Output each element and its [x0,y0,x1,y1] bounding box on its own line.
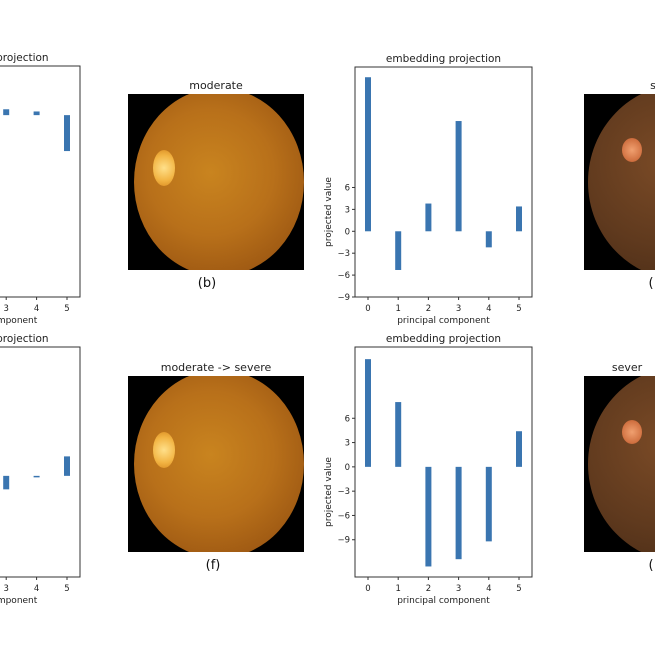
x-tick-label-5: 5 [516,304,521,314]
bar-0 [365,77,371,232]
bar-2 [425,466,432,567]
bar-1 [395,231,402,270]
bar-1 [395,402,402,467]
x-tick-label-5: 5 [64,304,69,314]
y-tick-label: 3 [345,205,350,215]
bar-3 [3,109,10,116]
x-tick-label-4: 4 [34,584,39,594]
chart-title: embedding projection [0,333,49,345]
chart-title: embedding projection [386,333,501,345]
bar-5 [64,115,70,152]
x-tick-label-4: 4 [486,304,491,314]
chart-title: embedding projection [386,53,501,65]
bar-2 [425,203,432,232]
x-tick-label-5: 5 [516,584,521,594]
y-tick-label: 3 [345,439,350,449]
y-tick-label: −6 [337,511,350,521]
y-tick-label: 6 [345,183,350,193]
x-tick-label-0: 0 [365,584,370,594]
x-tick-label-1: 1 [395,304,400,314]
x-axis-label: principal component [0,596,38,606]
bar-4 [485,231,492,248]
x-tick-label-4: 4 [34,304,39,314]
fundus-image-moderate [128,94,304,270]
fundus-image-right-bottom [584,376,655,552]
plot-frame [354,346,533,578]
caption-b: (b) [197,276,217,291]
y-tick-label: 6 [345,414,350,424]
x-tick-label-1: 1 [395,584,400,594]
bar-5 [64,456,70,476]
caption-f: (f) [205,558,221,573]
image-title-moderate: moderate [189,79,243,92]
x-tick-label-3: 3 [456,584,461,594]
x-tick-label-5: 5 [64,584,69,594]
y-tick-label: −6 [337,271,350,281]
x-tick-label-3: 3 [456,304,461,314]
fundus-image-moderate-to-severe [128,376,304,552]
bar-3 [3,475,10,490]
bar-4 [485,466,492,542]
y-tick-label: −3 [337,487,350,497]
y-tick-label: −9 [337,293,350,303]
y-tick-label: 0 [345,227,350,237]
bar-3 [455,121,462,232]
image-title-right-top: s [650,79,655,92]
bar-3 [455,466,462,560]
bar-0 [365,359,371,467]
plot-frame [354,66,533,298]
caption-right-bottom: ( [648,558,654,573]
y-tick-label: −3 [337,249,350,259]
x-tick-label-3: 3 [3,304,8,314]
x-axis-label: principal component [0,316,38,326]
x-tick-label-4: 4 [486,584,491,594]
bar-5 [516,206,522,232]
image-title-moderate-to-severe: moderate -> severe [160,361,272,374]
x-axis-label: principal component [397,316,490,326]
chart-title: embedding projection [0,52,49,64]
image-title-right-bottom: sever [611,361,643,374]
bar-5 [516,431,522,467]
y-axis-label: projected value [324,457,334,527]
bar-4 [33,111,40,116]
y-tick-label: 0 [345,463,350,473]
plot-frame [0,65,81,298]
plot-frame [0,346,81,578]
y-axis-label: projected value [324,177,334,247]
fundus-image-right-top [584,94,655,270]
x-tick-label-2: 2 [426,304,431,314]
x-axis-label: principal component [397,596,490,606]
bar-4 [33,475,40,478]
x-tick-label-3: 3 [3,584,8,594]
x-tick-label-0: 0 [365,304,370,314]
x-tick-label-2: 2 [426,584,431,594]
caption-right-top: ( [648,276,654,291]
y-tick-label: −9 [337,536,350,546]
